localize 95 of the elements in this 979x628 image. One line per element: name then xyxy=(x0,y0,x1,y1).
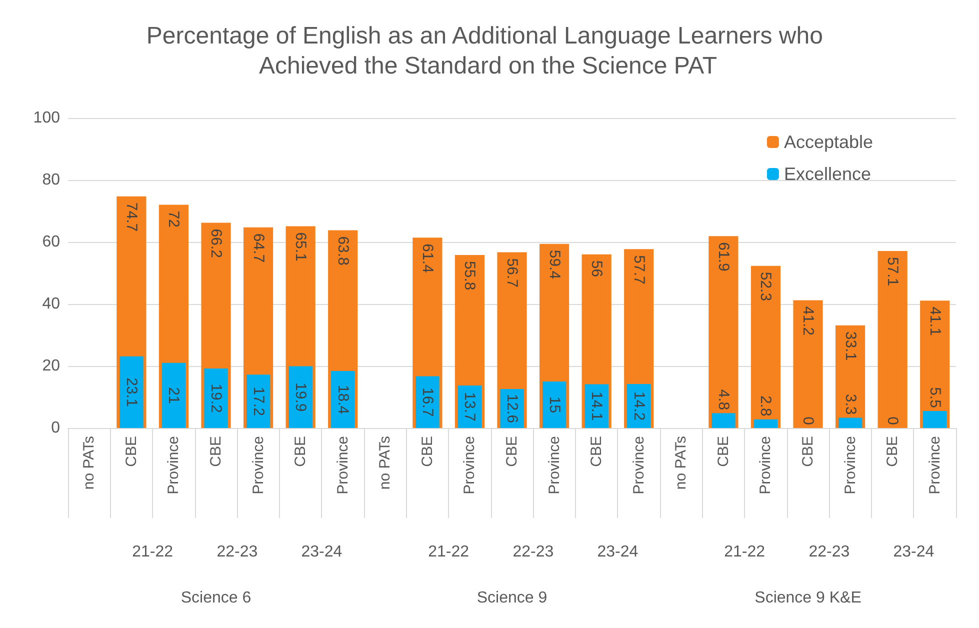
bar xyxy=(288,366,312,428)
data-label: 56 xyxy=(588,260,606,278)
bar xyxy=(120,356,144,428)
chart-title: Percentage of English as an Additional Language Learners who Achieved the Standard on the Science PAT xyxy=(146,22,830,80)
data-label: 19.2 xyxy=(208,384,224,413)
legend-label: Acceptable xyxy=(784,132,874,152)
data-label: 0 xyxy=(800,416,816,425)
x-tick-label: Province xyxy=(757,436,774,494)
x-tick-label: CBE xyxy=(292,436,310,467)
data-label: 18.4 xyxy=(334,384,352,414)
text: 21-22 xyxy=(428,544,470,560)
x-tick-label: CBE xyxy=(588,436,606,467)
bar xyxy=(246,374,270,428)
y-tick-label: 0 xyxy=(51,420,60,436)
x-tick-label: Province xyxy=(165,436,182,494)
x-tick-label: no PATs xyxy=(672,436,690,490)
data-label: 17.2 xyxy=(250,386,267,416)
data-label: 63.8 xyxy=(334,236,352,266)
data-label: 74.7 xyxy=(122,202,140,232)
x-tick-label: Province xyxy=(334,436,352,494)
bar xyxy=(542,382,566,428)
data-label: 52.3 xyxy=(757,272,774,302)
text: 22-23 xyxy=(808,544,850,560)
bar xyxy=(754,419,778,428)
data-label: 33.1 xyxy=(842,331,859,361)
data-label: 61.9 xyxy=(714,242,732,272)
bar xyxy=(712,413,736,428)
text: 22-23 xyxy=(216,544,258,560)
x-tick-label: CBE xyxy=(122,436,140,467)
text: Science 9 xyxy=(476,590,548,606)
data-label: 64.7 xyxy=(250,233,267,263)
y-tick-label: 40 xyxy=(42,296,60,312)
data-label: 23.1 xyxy=(122,378,140,407)
x-tick-label: Province xyxy=(250,436,267,494)
data-label: 12.6 xyxy=(504,394,520,424)
data-label: 16.7 xyxy=(418,388,436,417)
x-tick-label: Province xyxy=(546,436,563,494)
data-label: 15 xyxy=(546,396,563,414)
y-tick-label: 100 xyxy=(33,110,60,126)
data-label: 2.8 xyxy=(757,395,774,416)
data-label: 19.9 xyxy=(292,382,310,412)
text: 21-22 xyxy=(724,544,766,560)
data-label: 55.8 xyxy=(461,261,478,290)
bar xyxy=(750,266,781,428)
data-label: 3.3 xyxy=(842,394,859,415)
bar xyxy=(584,384,608,428)
data-label: 41.2 xyxy=(800,306,816,336)
bar xyxy=(838,418,862,428)
data-label: 41.1 xyxy=(926,306,944,336)
x-tick-label: Province xyxy=(630,436,648,494)
y-tick-label: 80 xyxy=(42,172,60,188)
x-tick-label: CBE xyxy=(208,436,224,467)
x-tick-label: Province xyxy=(842,436,859,494)
text: Science 6 xyxy=(180,590,252,606)
bar xyxy=(878,250,908,428)
data-label: 4.8 xyxy=(714,389,732,410)
x-tick-label: Province xyxy=(461,436,478,494)
data-label: 14.2 xyxy=(630,391,648,421)
data-label: 14.1 xyxy=(588,392,606,421)
bar xyxy=(793,300,823,428)
y-tick-label: 20 xyxy=(42,358,60,374)
bar xyxy=(204,368,228,428)
data-label: 13.7 xyxy=(461,392,478,422)
text: 21-22 xyxy=(132,544,174,560)
x-tick-label: no PATs xyxy=(376,436,394,490)
text: 22-23 xyxy=(512,544,554,560)
data-label: 57.7 xyxy=(630,255,648,284)
text: 23-24 xyxy=(597,544,638,560)
data-label: 21 xyxy=(165,387,182,404)
data-label: 0 xyxy=(884,416,902,425)
bar xyxy=(162,362,186,428)
text: 23-24 xyxy=(893,544,934,560)
bar xyxy=(331,370,355,428)
data-label: 5.5 xyxy=(926,387,944,408)
x-tick-label: CBE xyxy=(884,436,902,467)
data-label: 59.4 xyxy=(546,250,563,280)
x-tick-label: Province xyxy=(926,436,944,494)
data-label: 65.1 xyxy=(292,232,310,262)
x-tick-label: CBE xyxy=(504,436,520,467)
x-tick-label: no PATs xyxy=(80,436,98,490)
data-label: 61.4 xyxy=(418,244,436,273)
x-tick-label: CBE xyxy=(418,436,436,467)
data-label: 72 xyxy=(165,210,182,228)
x-tick-label: CBE xyxy=(714,436,732,467)
legend-label: Excellence xyxy=(784,164,871,184)
text: Science 9 K&E xyxy=(754,590,862,606)
data-label: 57.1 xyxy=(884,256,902,286)
y-tick-label: 60 xyxy=(42,234,60,250)
bar xyxy=(708,236,738,428)
data-label: 56.7 xyxy=(504,258,520,288)
data-label: 66.2 xyxy=(208,228,224,258)
bar xyxy=(416,376,440,428)
bar xyxy=(923,410,947,428)
x-tick-label: CBE xyxy=(800,436,816,467)
text: 23-24 xyxy=(301,544,342,560)
